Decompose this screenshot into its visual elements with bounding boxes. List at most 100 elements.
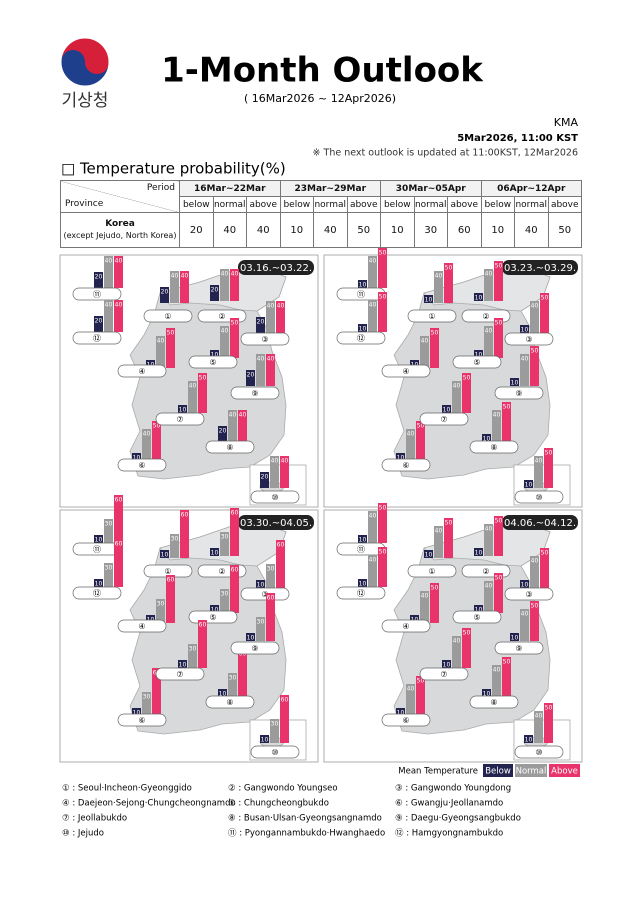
prob-bar (230, 269, 239, 301)
prob-bar (420, 591, 429, 623)
bar-value: 50 (541, 295, 549, 302)
bar-value: 30 (229, 675, 237, 682)
legend-item: Above (551, 767, 578, 777)
period-header: 23Mar~29Mar (279, 180, 381, 197)
bar-value: 40 (221, 328, 229, 335)
prob-bar (266, 354, 275, 386)
prob-bar (270, 456, 279, 488)
prob-bar (510, 633, 519, 641)
bar-value: 50 (545, 705, 553, 712)
cell-value: 50 (547, 212, 582, 248)
header-row: Period Province 16Mar~22Mar 23Mar~29Mar 30Ma… (60, 180, 582, 213)
bar-value: 40 (267, 303, 275, 310)
bar-value: 60 (167, 577, 175, 584)
bar-value: 10 (475, 550, 483, 557)
region-label: ② (218, 567, 225, 576)
title: 1-Month Outlook (161, 51, 484, 91)
region-label: ⑩ (271, 748, 278, 757)
prob-bar (430, 328, 439, 368)
bar-value: 40 (493, 667, 501, 674)
prob-bar (484, 326, 493, 358)
prob-bar (94, 535, 103, 543)
region-label: ⑧ (490, 698, 497, 707)
bar-value: 50 (231, 320, 239, 327)
region-label: ④ (138, 367, 145, 376)
prob-bar (218, 426, 227, 442)
region-label: ⑦ (176, 670, 183, 679)
region-label: ⑥ (138, 461, 145, 470)
region-pill (250, 745, 300, 759)
bar-value: 40 (369, 302, 377, 309)
bar-value: 50 (417, 678, 425, 685)
row-name: Korea (105, 219, 135, 229)
prob-bar (442, 660, 451, 668)
region-pill (514, 490, 564, 504)
prob-bar (416, 676, 425, 716)
prob-bar (484, 581, 493, 613)
prob-bar (358, 579, 367, 587)
prob-bar (170, 271, 179, 303)
region-pill (381, 458, 431, 472)
prob-bar (180, 271, 189, 303)
bar-value: 40 (229, 412, 237, 419)
prob-bar (444, 263, 453, 303)
region-label: ⑨ (251, 644, 258, 653)
prob-bar (484, 524, 493, 556)
region-pill (240, 587, 290, 601)
prob-bar (416, 421, 425, 461)
bar-value: 40 (369, 258, 377, 265)
prob-bar (230, 318, 239, 358)
prob-bar (220, 326, 229, 358)
footnote: ③ : Gangwondo Youngdong (395, 784, 511, 794)
column-header: normal (313, 196, 348, 213)
region-label: ② (218, 312, 225, 321)
cell-value: 40 (514, 212, 549, 248)
date-badge (238, 260, 314, 275)
bar-value: 40 (485, 328, 493, 335)
prob-bar (188, 644, 197, 668)
bar-value: 40 (453, 638, 461, 645)
prob-bar (452, 636, 461, 668)
prob-bar (256, 580, 265, 588)
footnote: ⑦ : Jeollabukdo (62, 814, 127, 824)
prob-bar (368, 300, 377, 332)
prob-bar (474, 350, 483, 358)
bar-value: 10 (247, 635, 255, 642)
prob-bar (368, 555, 377, 587)
prob-bar (188, 381, 197, 413)
bar-value: 10 (443, 662, 451, 669)
prob-bar (104, 300, 113, 332)
column-header: above (246, 196, 281, 213)
probability-table: Period Province 16Mar~22Mar 23Mar~29Mar 30Ma… (60, 180, 582, 248)
prob-bar (534, 711, 543, 743)
prob-bar (230, 565, 239, 613)
prob-bar (152, 421, 161, 461)
agency: KMA (554, 116, 579, 129)
prob-bar (210, 605, 219, 613)
cell-value: 40 (212, 212, 247, 248)
column-header: below (480, 196, 515, 213)
bar-value: 10 (219, 691, 227, 698)
region-label: ③ (525, 335, 532, 344)
prob-bar (494, 261, 503, 301)
bar-value: 40 (435, 528, 443, 535)
prob-bar (530, 601, 539, 641)
prob-bar (474, 548, 483, 556)
cell-value: 10 (380, 212, 415, 248)
panel-date: 03.30.~04.05. (240, 518, 312, 529)
region-label: ① (164, 312, 171, 321)
bar-value: 30 (271, 721, 279, 728)
region-label: ⑧ (226, 698, 233, 707)
bar-value: 10 (161, 552, 169, 559)
prob-bar (368, 511, 377, 543)
region-pill (117, 364, 167, 378)
region-label: ⑧ (226, 443, 233, 452)
cell-value: 10 (480, 212, 515, 248)
bar-value: 40 (369, 513, 377, 520)
bar-value: 30 (221, 591, 229, 598)
date-badge (502, 260, 578, 275)
prob-bar (94, 316, 103, 332)
legend-swatch (515, 764, 547, 777)
region-label: ⑫ (93, 589, 101, 598)
